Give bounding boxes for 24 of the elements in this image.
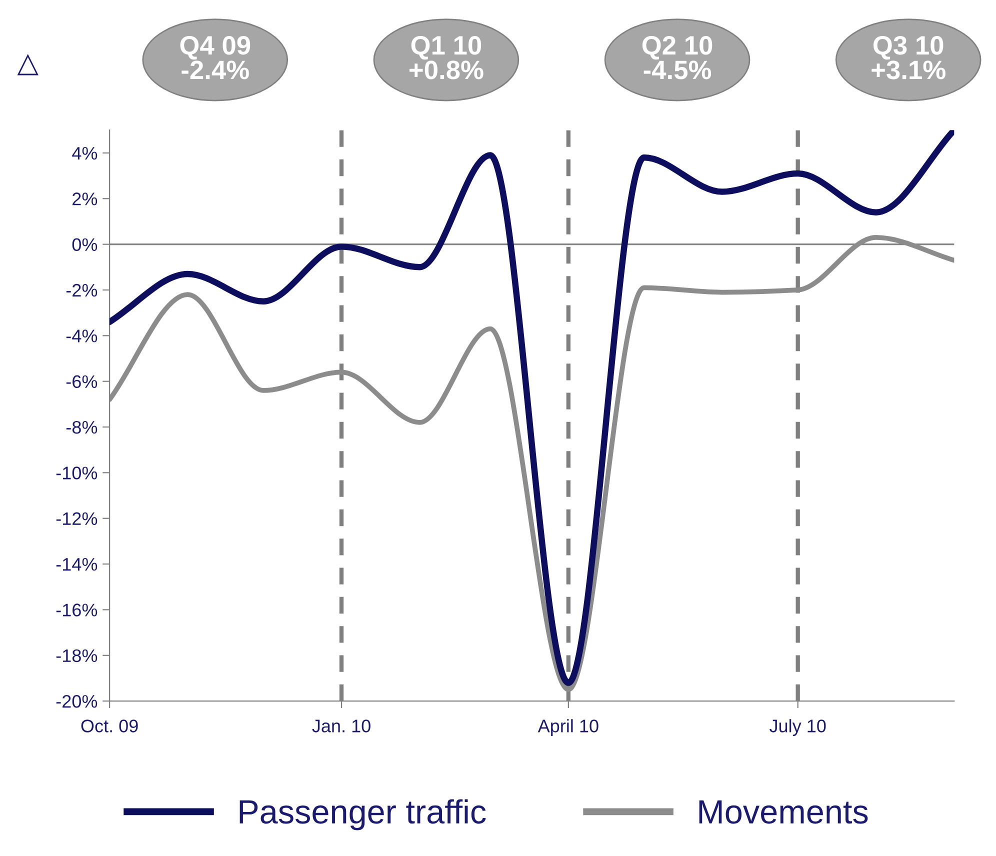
- y-tick-label: -6%: [66, 375, 98, 388]
- text: Q4 09 -2.4%: [180, 36, 250, 80]
- y-tick-label: -14%: [56, 558, 98, 571]
- y-tick-label: -18%: [56, 649, 98, 662]
- y-tick-label: -10%: [56, 466, 98, 480]
- y-tick-label: -12%: [56, 512, 98, 526]
- x-tick-label: Jan. 10: [312, 720, 370, 732]
- x-tick-label: July 10: [770, 719, 826, 736]
- y-tick-label: -2%: [66, 284, 98, 297]
- text: Q3 10 +3.1%: [872, 36, 946, 80]
- y-tick-label: -8%: [66, 420, 98, 434]
- x-tick-label: Oct. 09: [81, 720, 138, 732]
- text: Q2 10 -4.5%: [642, 36, 712, 80]
- text: △: [17, 54, 38, 76]
- x-tick-label: April 10: [538, 719, 598, 736]
- y-tick-label: 2%: [72, 192, 98, 206]
- text: Q1 10 +0.8%: [410, 36, 484, 80]
- y-tick-label: -16%: [56, 604, 98, 616]
- y-tick-label: 0%: [72, 238, 98, 252]
- y-tick-label: -4%: [66, 330, 98, 342]
- legend-label: Movements: [699, 800, 868, 824]
- y-tick-label: 4%: [72, 146, 98, 160]
- y-tick-label: -20%: [56, 695, 98, 708]
- legend-label: Passenger traffic: [240, 799, 486, 830]
